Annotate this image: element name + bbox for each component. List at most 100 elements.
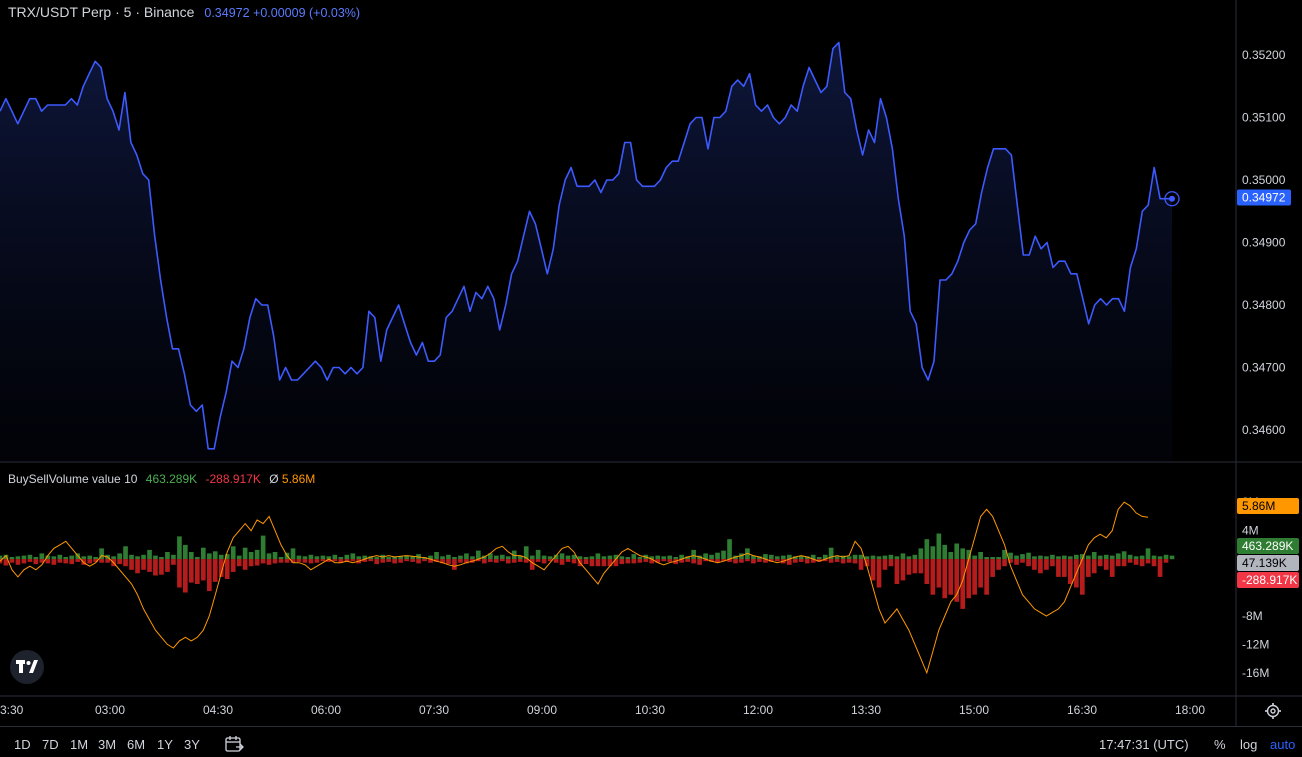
tradingview-logo-icon xyxy=(16,660,38,673)
buy-volume-bar xyxy=(195,557,200,560)
buy-volume-bar xyxy=(673,557,679,560)
buy-volume-bar xyxy=(535,549,541,560)
sell-volume-bar xyxy=(559,559,565,565)
buy-volume-bar xyxy=(93,557,98,560)
sell-volume-bar xyxy=(153,559,158,576)
sell-volume-bar xyxy=(715,559,720,563)
sell-volume-bar xyxy=(900,559,906,581)
buy-volume-bar xyxy=(798,555,804,560)
indicator-name[interactable]: BuySellVolume value 10 xyxy=(8,472,138,486)
sell-volume-bar xyxy=(529,559,535,570)
timeframe-1d[interactable]: 1D xyxy=(14,737,31,752)
timeframe-3m[interactable]: 3M xyxy=(98,737,117,752)
sell-volume-bar xyxy=(607,559,613,567)
sell-volume-bar xyxy=(105,559,110,563)
sell-volume-bar xyxy=(834,559,840,562)
timeframe-6m[interactable]: 6M xyxy=(127,737,146,752)
buy-volume-bar xyxy=(386,557,391,560)
buy-volume-bar xyxy=(0,555,3,560)
buy-volume-bar xyxy=(332,554,338,560)
sell-volume-bar xyxy=(201,559,206,581)
timeframe-1m[interactable]: 1M xyxy=(70,737,89,752)
buy-volume-bar xyxy=(1163,554,1169,560)
buy-volume-bar xyxy=(757,556,762,560)
sell-volume-bar xyxy=(721,559,726,562)
timeframe-7d[interactable]: 7D xyxy=(42,737,59,752)
buy-volume-bar xyxy=(715,552,720,560)
sell-volume-bar xyxy=(655,559,661,563)
sell-volume-bar xyxy=(769,559,774,562)
sell-volume-bar xyxy=(1002,559,1007,567)
time-tick-label: 15:00 xyxy=(959,703,989,717)
sell-volume-bar xyxy=(428,559,433,563)
buy-volume-bar xyxy=(117,553,122,560)
last-price-ring xyxy=(1164,191,1180,207)
buy-volume-bar xyxy=(816,557,822,560)
timeframe-3y[interactable]: 3Y xyxy=(184,737,200,752)
sell-volume-bar xyxy=(171,559,176,565)
chart-canvas[interactable]: 0.35200 0.35100 0.35000 0.34900 0.34800 0.347… xyxy=(0,0,1302,726)
buy-volume-bar xyxy=(1091,552,1097,560)
buy-volume-bar xyxy=(159,557,164,560)
log-scale-toggle[interactable]: log xyxy=(1240,737,1258,752)
buy-volume-bar xyxy=(787,554,792,560)
percent-scale-toggle[interactable]: % xyxy=(1214,737,1226,752)
buy-volume-bar xyxy=(57,554,63,560)
buy-volume-bar xyxy=(559,553,565,560)
sell-volume-bar xyxy=(1103,559,1109,570)
sell-volume-bar xyxy=(918,559,924,574)
buy-volume-bar xyxy=(212,551,218,560)
sell-volume-bar xyxy=(589,559,595,567)
sell-volume-bar xyxy=(302,559,308,563)
buy-volume-bar xyxy=(583,557,589,560)
tradingview-logo[interactable] xyxy=(10,650,44,684)
price-line[interactable] xyxy=(0,41,1172,450)
buy-volume-bar xyxy=(147,549,152,560)
sell-volume-bar xyxy=(392,559,397,564)
sell-volume-bar xyxy=(822,559,828,562)
settings-gear-icon[interactable] xyxy=(1264,702,1282,720)
sell-volume-bar xyxy=(870,559,876,581)
sell-volume-bar xyxy=(326,559,332,562)
sell-volume-bar xyxy=(63,559,69,564)
buy-volume-bar xyxy=(500,554,505,560)
buy-volume-bar xyxy=(362,555,368,560)
buy-volume-bar xyxy=(440,556,445,560)
sell-volume-bar xyxy=(260,559,266,564)
buy-volume-bar xyxy=(81,556,87,560)
buy-volume-bar xyxy=(894,556,900,560)
sell-volume-bar xyxy=(141,559,146,570)
buy-volume-bar xyxy=(553,554,559,560)
auto-scale-toggle[interactable]: auto xyxy=(1270,737,1296,752)
buy-volume-bar xyxy=(392,556,397,560)
sell-volume-bar xyxy=(380,559,386,563)
buy-volume-bar xyxy=(1109,555,1115,560)
sell-volume-bar xyxy=(643,559,649,562)
buy-volume-bar xyxy=(356,556,362,560)
utc-clock[interactable]: 17:47:31 (UTC) xyxy=(1099,737,1189,752)
sell-volume-bar xyxy=(183,559,188,593)
buy-volume-bar xyxy=(1151,555,1157,560)
sell-volume-bar xyxy=(1020,559,1025,563)
buy-volume-bar xyxy=(990,557,995,560)
sell-volume-bar xyxy=(882,559,888,570)
buy-volume-bar xyxy=(775,556,780,560)
buy-volume-bar xyxy=(984,557,989,560)
goto-date-calendar-icon[interactable] xyxy=(224,735,244,753)
timeframe-1y[interactable]: 1Y xyxy=(157,737,173,752)
price-tick-label: 0.34600 xyxy=(1242,423,1286,437)
buy-volume-bar xyxy=(864,556,870,560)
buy-volume-bar xyxy=(123,546,128,560)
buy-volume-bar xyxy=(494,555,499,560)
buy-volume-bar xyxy=(828,547,834,560)
buy-volume-bar xyxy=(607,555,613,560)
average-volume-line[interactable] xyxy=(0,501,1149,675)
sell-volume-bar xyxy=(224,559,230,579)
sell-volume-bar xyxy=(553,559,559,563)
buy-volume-bar xyxy=(763,554,768,560)
sell-volume-bar xyxy=(846,559,852,563)
buy-volume-bar xyxy=(930,546,936,560)
buy-volume-bar xyxy=(488,553,493,560)
symbol-title[interactable]: TRX/USDT Perp · 5 · Binance xyxy=(8,4,195,20)
time-tick-label: 07:30 xyxy=(419,703,449,717)
